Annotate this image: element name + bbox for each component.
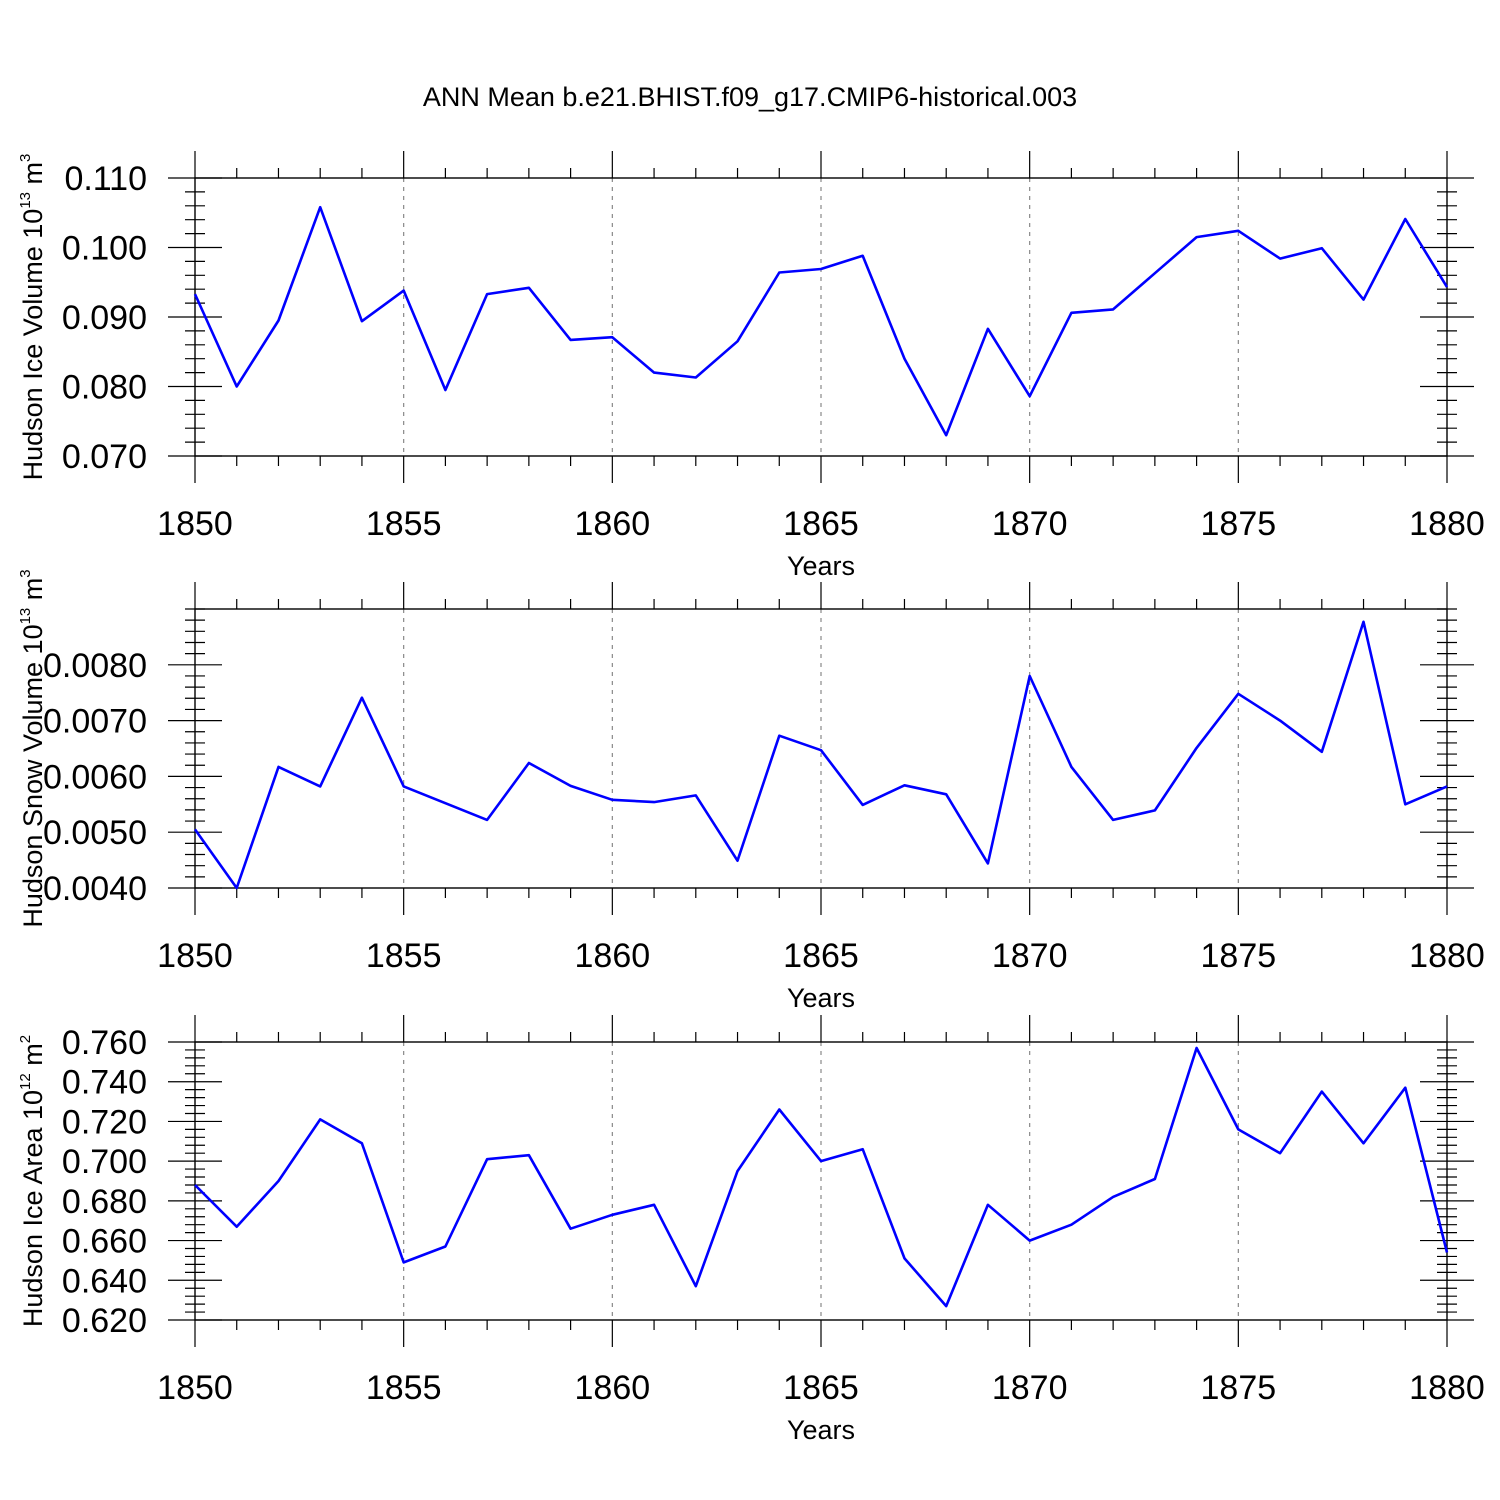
series-line (194, 1046, 1449, 1308)
y-axis-label-exponent: 13 (17, 608, 34, 625)
x-tick-label: 1875 (1201, 937, 1277, 975)
y-tick-label: 0.080 (62, 369, 147, 407)
x-tick-label: 1860 (575, 505, 651, 543)
y-tick-label: 0.640 (62, 1262, 147, 1300)
chart-panels: 1850 1855 1860 1865 1870 1875 1880 0.070 0.080 0.… (17, 151, 1485, 1445)
y-tick-label: 0.620 (62, 1302, 147, 1340)
panel-1: 1850 1855 1860 1865 1870 1875 1880 0.070 0.080 0.… (17, 151, 1485, 581)
x-tick-label: 1865 (783, 1369, 859, 1407)
y-axis-label-unit-exponent: 3 (17, 154, 34, 162)
x-axis-label: Years (787, 983, 855, 1013)
x-tick-label: 1865 (783, 937, 859, 975)
y-tick-label: 0.0060 (43, 758, 147, 796)
y-tick-label: 0.0040 (43, 870, 147, 908)
x-axis-label: Years (787, 551, 855, 581)
x-tick-label: 1880 (1409, 937, 1485, 975)
y-tick-label: 0.680 (62, 1183, 147, 1221)
x-tick-label: 1855 (366, 505, 442, 543)
x-tick-label: 1875 (1201, 505, 1277, 543)
y-tick-label: 0.0050 (43, 814, 147, 852)
y-tick-label: 0.070 (62, 438, 147, 476)
figure-title: ANN Mean b.e21.BHIST.f09_g17.CMIP6-histo… (423, 82, 1077, 112)
panel-2: 1850 1855 1860 1865 1870 1875 1880 0.0040 0.0050… (17, 569, 1485, 1013)
y-tick-label: 0.100 (62, 230, 147, 268)
y-axis-label-exponent: 12 (17, 1073, 34, 1090)
x-axis-label: Years (787, 1415, 855, 1445)
y-tick-label: 0.660 (62, 1223, 147, 1261)
y-axis-label-unit: m (18, 162, 48, 192)
x-tick-label: 1880 (1409, 505, 1485, 543)
y-axis-label-exponent: 13 (17, 192, 34, 209)
y-tick-label: 0.090 (62, 299, 147, 337)
x-tick-label: 1865 (783, 505, 859, 543)
x-tick-label: 1860 (575, 1369, 651, 1407)
y-axis-label-unit: m (18, 578, 48, 608)
y-axis-label-unit-exponent: 3 (17, 569, 34, 577)
x-tick-label: 1870 (992, 937, 1068, 975)
y-axis-label: Hudson Ice Volume 1013 m3 (17, 154, 48, 481)
x-tick-label: 1860 (575, 937, 651, 975)
y-axis-label-text: Hudson Ice Volume 10 (18, 209, 48, 481)
y-tick-label: 0.740 (62, 1064, 147, 1102)
y-tick-label: 0.720 (62, 1103, 147, 1141)
series-line (193, 205, 1449, 437)
y-tick-label: 0.0070 (43, 703, 147, 741)
y-axis-label-text: Hudson Snow Volume 10 (18, 624, 48, 927)
y-axis-label: Hudson Snow Volume 1013 m3 (17, 569, 48, 927)
y-axis-label-unit-exponent: 2 (17, 1035, 34, 1043)
x-tick-label: 1870 (992, 505, 1068, 543)
x-tick-label: 1880 (1409, 1369, 1485, 1407)
y-axis-label-text: Hudson Ice Area 10 (18, 1090, 48, 1327)
y-axis-label: Hudson Ice Area 1012 m2 (17, 1035, 48, 1327)
x-tick-label: 1855 (366, 937, 442, 975)
panel-3: 1850 1855 1860 1865 1870 1875 18800.6200.6400.… (17, 1015, 1485, 1445)
x-tick-label: 1855 (366, 1369, 442, 1407)
y-tick-label: 0.110 (64, 160, 147, 198)
series-line (193, 620, 1448, 890)
y-tick-label: 0.0080 (43, 647, 147, 685)
y-tick-label: 0.760 (62, 1024, 147, 1062)
x-tick-label: 1850 (157, 1369, 233, 1407)
y-tick-label: 0.700 (62, 1143, 147, 1181)
x-tick-label: 1850 (157, 937, 233, 975)
x-tick-label: 1850 (157, 505, 233, 543)
x-tick-label: 1870 (992, 1369, 1068, 1407)
x-tick-label: 1875 (1201, 1369, 1277, 1407)
y-axis-label-unit: m (18, 1043, 48, 1073)
